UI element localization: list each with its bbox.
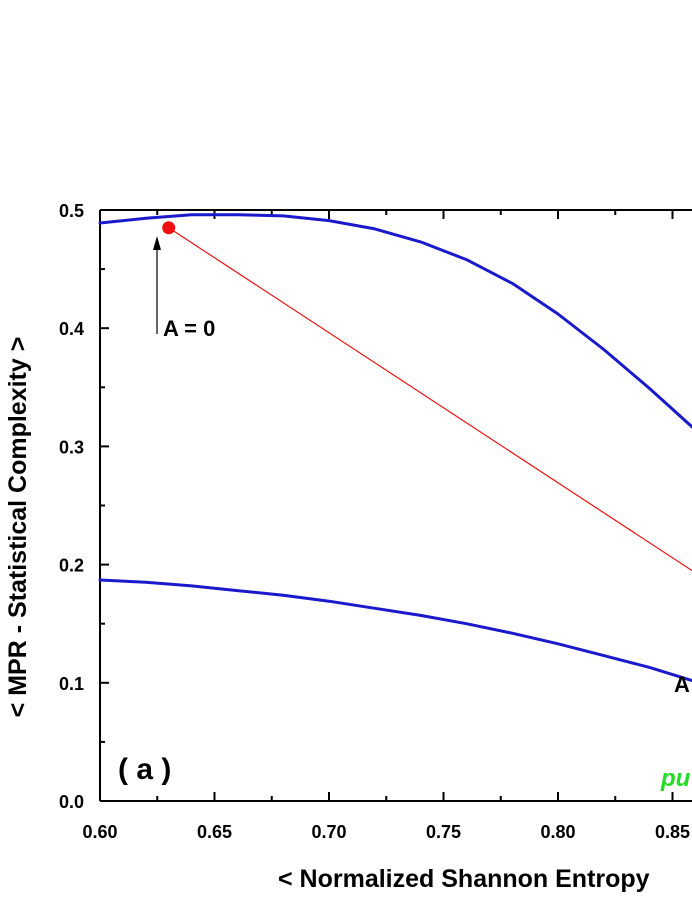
- x-tick-label: 0.75: [426, 822, 461, 842]
- x-tick-label: 0.60: [82, 822, 117, 842]
- y-tick-label: 0.0: [59, 792, 84, 812]
- y-tick-label: 0.4: [59, 319, 84, 339]
- series-layer: [98, 213, 692, 683]
- x-tick-label: 0.80: [540, 822, 575, 842]
- x-tick-label: 0.70: [311, 822, 346, 842]
- a-right-label: A: [674, 672, 690, 697]
- red-line-series: [168, 227, 692, 572]
- blue-curve-series-1: [98, 213, 692, 429]
- y-axis-label: < MPR - Statistical Complexity >: [4, 337, 32, 718]
- y-tick-label: 0.3: [59, 437, 84, 457]
- axes: 0.0 0.1 0.2 0.3 0.4 0.5 0.60 0.65 0.70 0.75 0.80 0.…: [59, 201, 692, 842]
- x-axis-label: < Normalized Shannon Entropy: [278, 865, 650, 893]
- annotations: A = 0 A ( a ) pu < Normalized Shannon En…: [4, 236, 691, 893]
- red-point-marker: [162, 221, 176, 235]
- a0-label: A = 0: [163, 316, 215, 341]
- y-tick-label: 0.1: [59, 674, 84, 694]
- x-tick-label: 0.65: [197, 822, 232, 842]
- y-tick-label: 0.2: [59, 556, 84, 576]
- green-text-label: pu: [660, 765, 691, 792]
- a0-arrow-head: [153, 236, 161, 250]
- y-tick-label: 0.5: [59, 201, 84, 221]
- blue-curve-series-2: [98, 578, 692, 683]
- x-tick-label: 0.85: [655, 822, 690, 842]
- panel-label: ( a ): [118, 753, 171, 786]
